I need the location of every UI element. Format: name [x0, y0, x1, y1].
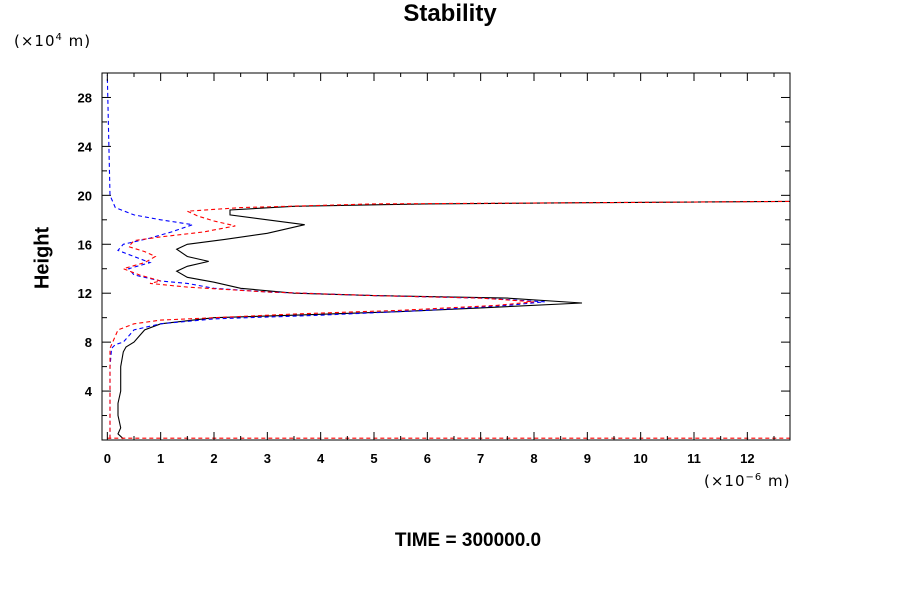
x-tick-label-6: 6 [424, 451, 431, 466]
x-tick-label-1: 1 [157, 451, 164, 466]
x-tick-label-5: 5 [370, 451, 377, 466]
y-unit-prefix: (×10 [14, 32, 56, 50]
series-line-2 [109, 200, 791, 439]
x-tick-label-0: 0 [104, 451, 111, 466]
chart-title: Stability [403, 0, 497, 27]
x-tick-label-9: 9 [584, 451, 591, 466]
x-tick-label-8: 8 [530, 451, 537, 466]
x-unit-suffix: m) [762, 472, 791, 490]
y-unit-suffix: m) [62, 32, 92, 50]
x-tick-label-11: 11 [687, 451, 701, 466]
y-tick-label-28: 28 [78, 90, 92, 105]
x-tick-label-3: 3 [264, 451, 271, 466]
y-tick-label-4: 4 [85, 384, 93, 399]
y-tick-label-8: 8 [85, 335, 92, 350]
plot-series-group [106, 75, 791, 440]
y-tick-label-24: 24 [78, 139, 93, 154]
series-line-1 [106, 75, 545, 439]
x-tick-label-12: 12 [740, 451, 754, 466]
axis-ticks-group [102, 73, 790, 440]
x-axis-unit: (×10−6 m) [704, 472, 791, 490]
y-unit-exponent: 4 [55, 32, 63, 43]
y-tick-label-20: 20 [78, 188, 92, 203]
x-tick-label-2: 2 [210, 451, 217, 466]
series-line-0 [117, 200, 791, 440]
y-axis-unit: (×104 m) [14, 32, 91, 50]
x-tick-label-7: 7 [477, 451, 484, 466]
plot-frame [101, 72, 791, 441]
y-tick-label-16: 16 [78, 237, 92, 252]
y-tick-label-12: 12 [78, 286, 92, 301]
time-footer: TIME = 300000.0 [394, 530, 542, 551]
x-unit-exponent: −6 [745, 472, 763, 483]
x-tick-label-4: 4 [317, 451, 325, 466]
x-tick-label-10: 10 [633, 451, 647, 466]
x-unit-prefix: (×10 [704, 472, 746, 490]
